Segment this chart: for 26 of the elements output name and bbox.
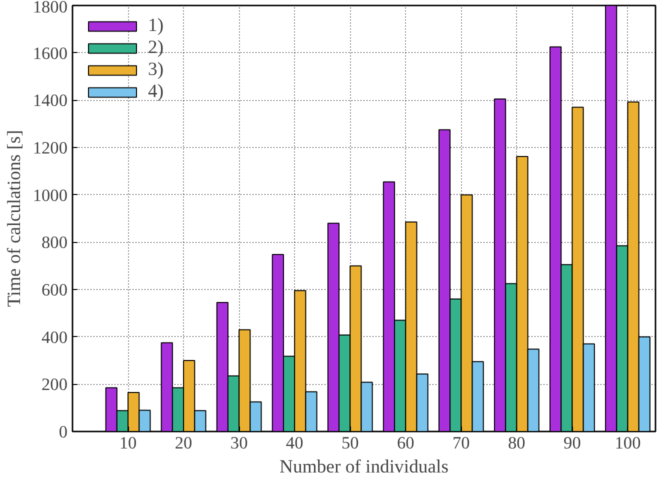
y-axis-title: Time of calculations [s] bbox=[4, 130, 25, 308]
y-tick-label: 1400 bbox=[32, 91, 68, 110]
y-tick-label: 400 bbox=[42, 328, 68, 347]
x-tick-label: 60 bbox=[396, 434, 414, 452]
legend-label: 1) bbox=[148, 15, 165, 37]
y-tick-label: 1000 bbox=[32, 186, 68, 205]
y-tick-label: 1600 bbox=[32, 44, 68, 63]
legend-label: 2) bbox=[148, 37, 165, 59]
x-tick-label: 70 bbox=[452, 434, 470, 452]
y-tick-label: 600 bbox=[42, 280, 68, 300]
y-tick-label: 1200 bbox=[32, 138, 68, 158]
x-tick-label: 80 bbox=[508, 434, 526, 452]
legend-label: 4) bbox=[148, 81, 165, 103]
y-tick-label: 800 bbox=[42, 233, 68, 252]
x-tick-label: 30 bbox=[230, 434, 248, 452]
x-tick-label: 10 bbox=[119, 434, 137, 452]
x-tick-label: 20 bbox=[174, 434, 192, 452]
x-tick-label: 50 bbox=[341, 434, 359, 452]
y-tick-label: 200 bbox=[42, 375, 68, 394]
x-axis-title: Number of individuals bbox=[280, 456, 448, 478]
x-tick-label: 100 bbox=[614, 434, 641, 452]
y-tick-label: 1800 bbox=[32, 0, 68, 16]
legend-label: 3) bbox=[148, 59, 165, 81]
x-tick-label: 90 bbox=[564, 434, 581, 452]
x-tick-label: 40 bbox=[286, 434, 304, 452]
y-tick-label: 0 bbox=[58, 422, 68, 442]
